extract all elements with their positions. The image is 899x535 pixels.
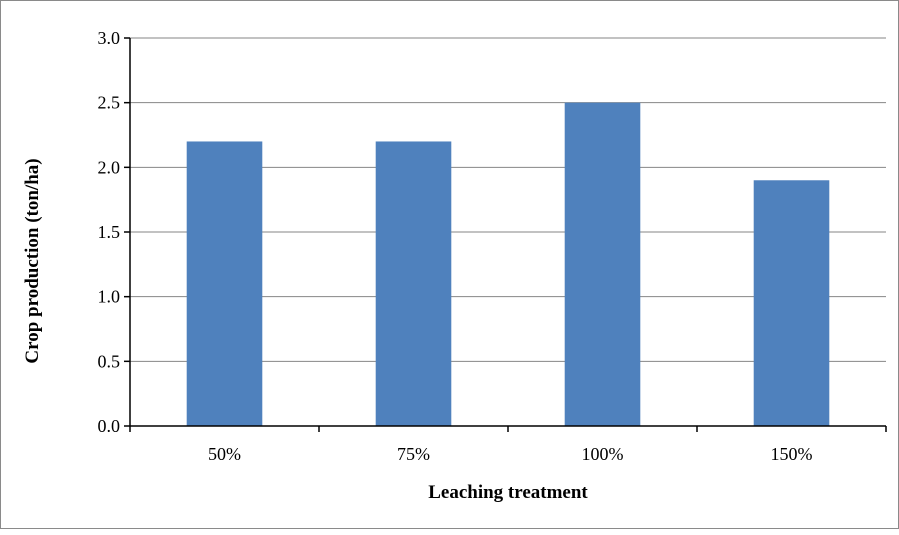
bars — [186, 102, 830, 427]
tick-labels: 0.0 0.5 1.0 1.5 2.0 2.5 3.0 50% 75% 100% 150% — [98, 28, 813, 464]
y-tick-label: 1.5 — [98, 222, 121, 242]
y-axis-title: Crop production (ton/ha) — [22, 158, 43, 363]
y-tick-label: 2.5 — [98, 93, 121, 113]
x-tick-label: 100% — [582, 444, 624, 464]
bar-150% — [753, 180, 830, 426]
x-tick-label: 150% — [771, 444, 813, 464]
y-tick-label: 2.0 — [98, 157, 121, 177]
y-tick-label: 3.0 — [98, 28, 121, 48]
y-tick-label: 1.0 — [98, 287, 121, 307]
bar-75% — [375, 141, 452, 426]
axes — [124, 37, 887, 432]
x-tick-label: 50% — [208, 444, 241, 464]
y-tick-label: 0.5 — [98, 351, 121, 371]
bar-100% — [564, 102, 641, 427]
y-tick-label: 0.0 — [98, 416, 121, 436]
x-axis-title: Leaching treatment — [428, 482, 588, 503]
x-tick-label: 75% — [397, 444, 430, 464]
bar-50% — [186, 141, 263, 426]
